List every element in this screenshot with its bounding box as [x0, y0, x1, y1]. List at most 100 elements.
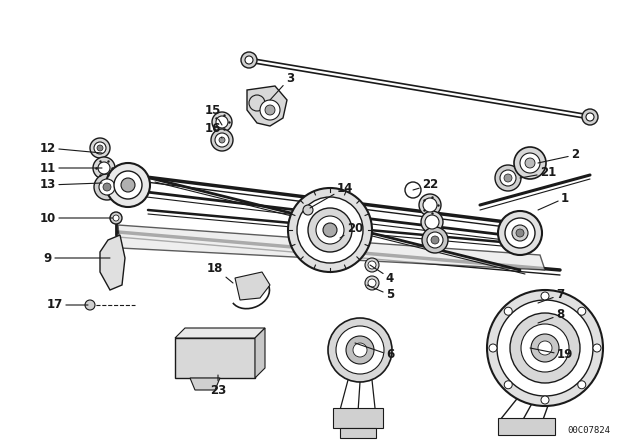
Circle shape	[422, 227, 448, 253]
Circle shape	[487, 290, 603, 406]
Text: 12: 12	[40, 142, 102, 155]
Polygon shape	[255, 328, 265, 378]
Circle shape	[538, 341, 552, 355]
Polygon shape	[175, 338, 255, 378]
Circle shape	[288, 188, 372, 272]
Circle shape	[365, 258, 379, 272]
Circle shape	[216, 116, 228, 128]
Text: 11: 11	[40, 161, 102, 175]
Circle shape	[368, 279, 376, 287]
Circle shape	[365, 276, 379, 290]
Circle shape	[521, 324, 569, 372]
Circle shape	[346, 336, 374, 364]
Circle shape	[405, 182, 421, 198]
Circle shape	[504, 174, 512, 182]
Circle shape	[249, 95, 265, 111]
Text: 00C07824: 00C07824	[567, 426, 610, 435]
Polygon shape	[247, 86, 287, 126]
Circle shape	[541, 292, 549, 300]
Circle shape	[94, 174, 120, 200]
Circle shape	[353, 343, 367, 357]
Text: 19: 19	[530, 348, 573, 362]
Circle shape	[419, 194, 441, 216]
Circle shape	[425, 215, 439, 229]
Text: 3: 3	[270, 72, 294, 100]
Circle shape	[97, 145, 103, 151]
Circle shape	[245, 56, 253, 64]
Circle shape	[504, 381, 512, 389]
Text: 7: 7	[538, 289, 564, 303]
Text: 4: 4	[370, 265, 394, 284]
Polygon shape	[235, 272, 270, 300]
Circle shape	[215, 133, 229, 147]
Circle shape	[106, 163, 150, 207]
Circle shape	[516, 229, 524, 237]
Circle shape	[497, 300, 593, 396]
Text: 2: 2	[538, 148, 579, 163]
Circle shape	[98, 162, 110, 174]
Circle shape	[586, 113, 594, 121]
Circle shape	[489, 344, 497, 352]
Circle shape	[578, 307, 586, 315]
Circle shape	[99, 179, 115, 195]
Circle shape	[514, 147, 546, 179]
Circle shape	[265, 105, 275, 115]
Circle shape	[328, 318, 392, 382]
Polygon shape	[498, 418, 555, 435]
Circle shape	[113, 215, 119, 221]
Circle shape	[330, 235, 340, 245]
Text: 10: 10	[40, 211, 113, 224]
Circle shape	[93, 157, 115, 179]
Circle shape	[578, 381, 586, 389]
Circle shape	[505, 218, 535, 248]
Text: 22: 22	[413, 178, 438, 191]
Circle shape	[121, 178, 135, 192]
Circle shape	[297, 197, 363, 263]
Text: 8: 8	[538, 309, 564, 323]
Circle shape	[114, 171, 142, 199]
Text: 5: 5	[367, 285, 394, 302]
Polygon shape	[118, 225, 545, 270]
Polygon shape	[175, 328, 265, 338]
Polygon shape	[333, 408, 383, 428]
Circle shape	[427, 232, 443, 248]
Circle shape	[421, 211, 443, 233]
Text: 15: 15	[205, 103, 222, 125]
Circle shape	[94, 142, 106, 154]
Polygon shape	[100, 235, 125, 290]
Polygon shape	[340, 428, 376, 438]
Text: 14: 14	[310, 181, 353, 208]
Circle shape	[520, 153, 540, 173]
Circle shape	[498, 211, 542, 255]
Circle shape	[495, 165, 521, 191]
Circle shape	[90, 138, 110, 158]
Circle shape	[103, 183, 111, 191]
Circle shape	[212, 112, 232, 132]
Circle shape	[241, 52, 257, 68]
Circle shape	[500, 170, 516, 186]
Circle shape	[323, 223, 337, 237]
Circle shape	[593, 344, 601, 352]
Circle shape	[211, 129, 233, 151]
Text: 18: 18	[207, 262, 233, 283]
Circle shape	[423, 198, 437, 212]
Text: 20: 20	[340, 221, 363, 238]
Circle shape	[512, 225, 528, 241]
Circle shape	[219, 137, 225, 143]
Circle shape	[368, 261, 376, 269]
Circle shape	[541, 396, 549, 404]
Circle shape	[336, 326, 384, 374]
Text: 1: 1	[538, 191, 569, 210]
Text: 9: 9	[44, 251, 110, 264]
Circle shape	[85, 300, 95, 310]
Circle shape	[504, 307, 512, 315]
Circle shape	[303, 205, 313, 215]
Circle shape	[431, 236, 439, 244]
Polygon shape	[190, 378, 220, 390]
Circle shape	[308, 208, 352, 252]
Circle shape	[531, 334, 559, 362]
Circle shape	[316, 216, 344, 244]
Circle shape	[110, 212, 122, 224]
Text: 13: 13	[40, 178, 102, 191]
Text: 21: 21	[520, 167, 556, 180]
